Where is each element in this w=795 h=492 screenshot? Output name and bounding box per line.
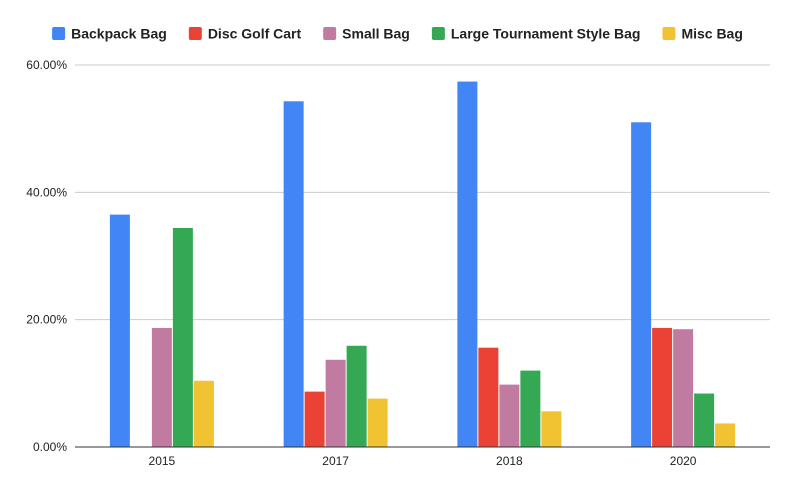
bar [673,329,694,447]
bar [457,81,478,447]
bar [520,370,541,447]
legend-label: Backpack Bag [71,26,167,42]
bar [478,347,499,447]
legend: Backpack Bag Disc Golf Cart Small Bag Large… [52,26,743,42]
bar [109,214,130,447]
y-tick-label: 0.00% [33,440,67,454]
legend-swatch [431,27,445,40]
bar [172,227,193,447]
legend-label: Disc Golf Cart [208,26,302,42]
legend-label: Large Tournament Style Bag [451,26,641,42]
y-tick-label: 60.00% [26,58,67,72]
legend-label: Misc Bag [681,26,742,42]
legend-item: Backpack Bag [52,26,167,42]
bar [304,391,325,447]
bar [694,393,715,447]
legend-label: Small Bag [342,26,410,42]
x-axis: 2015 2017 2018 2020 [149,454,697,468]
bar [193,380,214,447]
y-tick-label: 40.00% [26,185,67,199]
bar [151,327,172,447]
x-tick-label: 2017 [322,454,349,468]
legend-item: Disc Golf Cart [188,26,302,42]
legend-swatch [188,27,202,40]
legend-item: Misc Bag [662,26,743,42]
y-axis: 0.00% 20.00% 40.00% 60.00% [26,58,67,454]
x-tick-label: 2020 [670,454,697,468]
bar [715,423,736,447]
legend-item: Large Tournament Style Bag [431,26,641,42]
bar [346,345,367,447]
bar [631,122,652,448]
bar [541,411,562,447]
legend-item: Small Bag [323,26,410,42]
legend-swatch [662,27,676,40]
bar [367,398,388,447]
x-tick-label: 2015 [149,454,176,468]
bar [325,359,346,447]
bar [499,384,520,447]
legend-swatch [52,27,66,40]
legend-swatch [323,27,337,40]
x-tick-label: 2018 [496,454,523,468]
y-tick-label: 20.00% [26,313,67,327]
bars [109,81,736,448]
bar [652,327,673,447]
bar [283,101,304,447]
